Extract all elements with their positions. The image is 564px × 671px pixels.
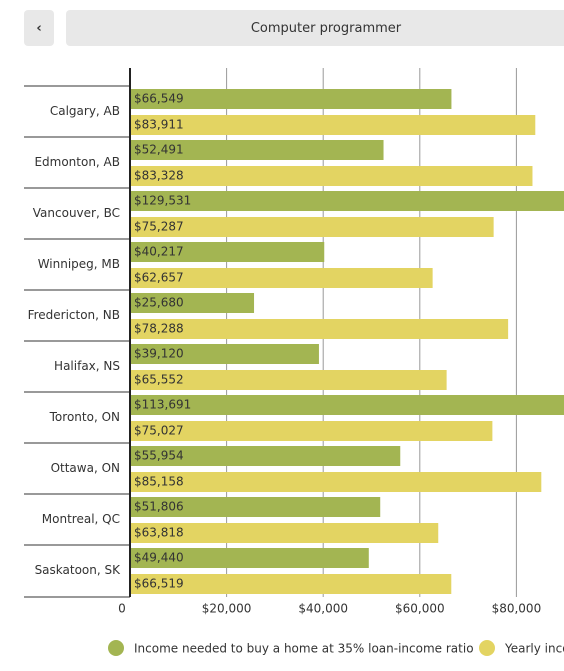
bar bbox=[130, 89, 452, 109]
bar bbox=[130, 523, 439, 543]
y-tick-label: Vancouver, BC bbox=[33, 206, 120, 220]
value-label: $49,440 bbox=[134, 551, 184, 565]
value-label: $66,519 bbox=[134, 577, 184, 591]
bar bbox=[130, 574, 452, 594]
value-label: $129,531 bbox=[134, 194, 191, 208]
value-label: $40,217 bbox=[134, 245, 184, 259]
bar bbox=[130, 268, 433, 288]
legend-marker bbox=[108, 640, 124, 656]
bar bbox=[130, 140, 384, 160]
bar bbox=[130, 242, 325, 262]
y-tick-label: Ottawa, ON bbox=[51, 461, 120, 475]
bar bbox=[130, 446, 401, 466]
value-label: $75,287 bbox=[134, 220, 184, 234]
y-tick-label: Edmonton, AB bbox=[34, 155, 120, 169]
bar bbox=[130, 472, 542, 492]
x-tick-label: $20,000 bbox=[202, 602, 252, 616]
value-label: $65,552 bbox=[134, 373, 184, 387]
y-tick-label: Toronto, ON bbox=[49, 410, 120, 424]
value-label: $78,288 bbox=[134, 322, 184, 336]
x-tick-label: $80,000 bbox=[492, 602, 542, 616]
y-tick-label: Halifax, NS bbox=[54, 359, 120, 373]
y-tick-label: Calgary, AB bbox=[50, 104, 120, 118]
bar bbox=[130, 421, 493, 441]
bar bbox=[130, 293, 255, 313]
bar bbox=[130, 166, 533, 186]
x-tick-label: $40,000 bbox=[298, 602, 348, 616]
bar bbox=[130, 115, 536, 135]
title-button[interactable]: Computer programmer bbox=[66, 10, 564, 46]
bar bbox=[130, 319, 509, 339]
value-label: $51,806 bbox=[134, 500, 184, 514]
value-label: $62,657 bbox=[134, 271, 184, 285]
legend-label: Income needed to buy a home at 35% loan-… bbox=[134, 642, 474, 656]
bar bbox=[130, 370, 447, 390]
value-label: $63,818 bbox=[134, 526, 184, 540]
bar bbox=[130, 395, 564, 415]
value-label: $25,680 bbox=[134, 296, 184, 310]
value-label: $75,027 bbox=[134, 424, 184, 438]
bar bbox=[130, 191, 564, 211]
value-label: $66,549 bbox=[134, 92, 184, 106]
value-label: $85,158 bbox=[134, 475, 184, 489]
bar bbox=[130, 344, 319, 364]
y-tick-label: Winnipeg, MB bbox=[38, 257, 120, 271]
y-tick-label: Saskatoon, SK bbox=[35, 563, 122, 577]
value-label: $55,954 bbox=[134, 449, 184, 463]
bar bbox=[130, 548, 369, 568]
bar bbox=[130, 217, 494, 237]
value-label: $113,691 bbox=[134, 398, 191, 412]
value-label: $39,120 bbox=[134, 347, 184, 361]
x-tick-label: 0 bbox=[118, 602, 126, 616]
back-button[interactable]: ‹ bbox=[24, 10, 54, 46]
bar bbox=[130, 497, 381, 517]
y-tick-label: Montreal, QC bbox=[42, 512, 120, 526]
legend-label: Yearly income bbox=[504, 642, 564, 656]
value-label: $52,491 bbox=[134, 143, 184, 157]
value-label: $83,328 bbox=[134, 169, 184, 183]
legend-marker bbox=[479, 640, 495, 656]
x-tick-label: $60,000 bbox=[395, 602, 445, 616]
value-label: $83,911 bbox=[134, 118, 184, 132]
y-tick-label: Fredericton, NB bbox=[28, 308, 120, 322]
